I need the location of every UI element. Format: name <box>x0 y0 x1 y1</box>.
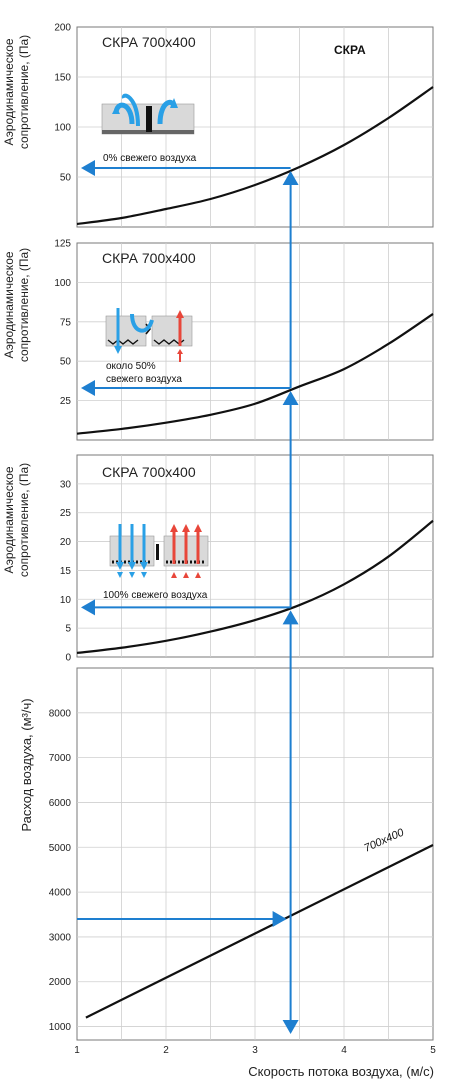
panel-3-series-line <box>76 519 434 655</box>
damper-half-open-icon <box>105 308 193 362</box>
panel-3-ylabel-line2: сопротивление, (Па) <box>17 463 31 577</box>
panel-2-ylabel-line1: Аэродинамическое <box>2 251 16 358</box>
panel-4-ytick-label: 4000 <box>49 888 72 899</box>
panel-2-ylabel-line2: сопротивление, (Па) <box>17 248 31 362</box>
panel-4-ytick-label: 3000 <box>49 932 72 943</box>
damper-closed-recirculation-icon <box>101 93 195 135</box>
panel-4-ytick-label: 7000 <box>49 753 72 764</box>
panel-4-ylabel: Расход воздуха, (м³/ч) <box>19 698 34 831</box>
panel-3-annotation: 100% свежего воздуха <box>103 590 208 601</box>
panel-2-annotation-line1: около 50% <box>106 361 156 372</box>
panel-4-ytick-label: 1000 <box>49 1022 72 1033</box>
panel-3-ytick-label: 15 <box>60 566 72 577</box>
panel-1-ytick-label: 150 <box>54 73 71 84</box>
panel-3-ytick-label: 5 <box>65 624 71 635</box>
panel-1-ylabel-line2: сопротивление, (Па) <box>17 35 31 149</box>
panel-4-ytick-label: 5000 <box>49 843 72 854</box>
panel-2-ytick-label: 50 <box>60 357 72 368</box>
panel-2-series-line <box>76 313 434 435</box>
panel-1-title: СКРА 700х400 <box>102 34 196 50</box>
x-tick-label: 3 <box>252 1045 258 1056</box>
panel-1-annotation: 0% свежего воздуха <box>103 153 197 164</box>
panel-3-ytick-label: 10 <box>60 595 72 606</box>
panel-3-ytick-label: 0 <box>65 653 71 664</box>
panel-4-ytick-label: 8000 <box>49 708 72 719</box>
panel-2-annotation-line2: свежего воздуха <box>106 374 182 385</box>
panel-1-series-line <box>76 86 434 226</box>
panel-2-ytick-label: 125 <box>54 239 71 250</box>
panel-3-ytick-label: 20 <box>60 537 72 548</box>
panel-3-ytick-label: 25 <box>60 508 72 519</box>
panel-4-ytick-label: 6000 <box>49 798 72 809</box>
x-axis-label: Скорость потока воздуха, (м/с) <box>248 1064 434 1079</box>
x-tick-label: 1 <box>74 1045 80 1056</box>
panel-3-title: СКРА 700х400 <box>102 464 196 480</box>
panel-2-ytick-label: 25 <box>60 396 72 407</box>
panel-2-title: СКРА 700х400 <box>102 250 196 266</box>
damper-fully-open-icon <box>109 524 209 578</box>
panel-2-ytick-label: 100 <box>54 278 71 289</box>
x-tick-label: 4 <box>341 1045 347 1056</box>
panel-3-ylabel-line1: Аэродинамическое <box>2 466 16 573</box>
x-tick-label: 5 <box>430 1045 436 1056</box>
panel-2-ytick-label: 75 <box>60 317 72 328</box>
panel-1-brand: СКРА <box>334 43 366 57</box>
panel-4-ytick-label: 2000 <box>49 977 72 988</box>
panel-1-ytick-label: 50 <box>60 173 72 184</box>
panel-4-series-line <box>85 844 434 1019</box>
panel-1-ytick-label: 100 <box>54 123 71 134</box>
panel-4-series-label: 700х400 <box>362 826 406 854</box>
panel-1-ytick-label: 200 <box>54 23 71 34</box>
panel-3-ytick-label: 30 <box>60 479 72 490</box>
panel-1-ylabel-line1: Аэродинамическое <box>2 38 16 145</box>
x-tick-label: 2 <box>163 1045 169 1056</box>
